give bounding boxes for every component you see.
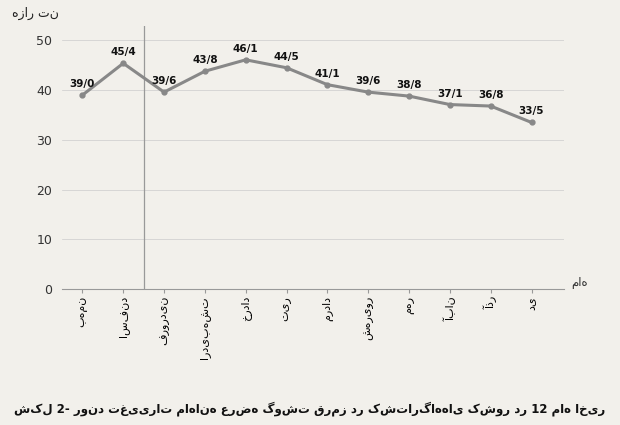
Text: ماه: ماه bbox=[572, 276, 588, 289]
Text: 41/1: 41/1 bbox=[314, 69, 340, 79]
Text: 45/4: 45/4 bbox=[110, 47, 136, 57]
Text: هزار تن: هزار تن bbox=[12, 7, 59, 20]
Text: 39/6: 39/6 bbox=[355, 76, 381, 86]
Text: 38/8: 38/8 bbox=[396, 80, 422, 90]
Text: 36/8: 36/8 bbox=[478, 90, 503, 100]
Text: 37/1: 37/1 bbox=[437, 88, 463, 99]
Text: 46/1: 46/1 bbox=[233, 44, 259, 54]
Text: 43/8: 43/8 bbox=[192, 55, 218, 65]
Text: شکل 2- روند تغییرات ماهانه عرضه گوشت قرمز در کشتارگاههای کشور در 12 ماه اخیر: شکل 2- روند تغییرات ماهانه عرضه گوشت قرم… bbox=[14, 402, 606, 416]
Text: 33/5: 33/5 bbox=[519, 107, 544, 116]
Text: 39/6: 39/6 bbox=[151, 76, 177, 86]
Text: 39/0: 39/0 bbox=[69, 79, 95, 89]
Text: 44/5: 44/5 bbox=[273, 52, 299, 62]
